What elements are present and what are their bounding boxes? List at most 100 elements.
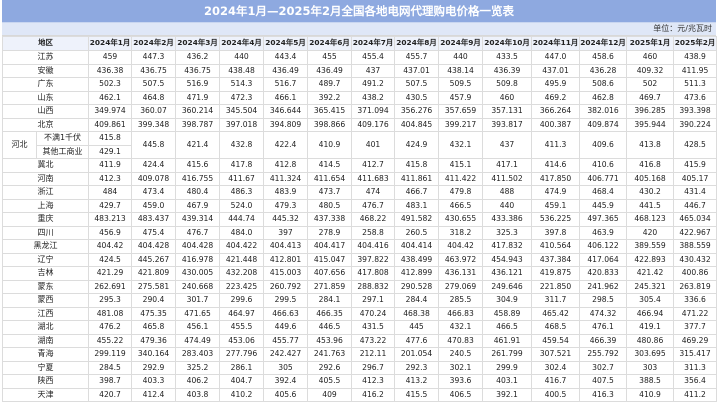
price-cell: 491.582 (394, 212, 440, 227)
price-cell: 474.32 (579, 306, 628, 321)
price-cell: 430.005 (175, 266, 221, 281)
table-row: 北京 409.861 399.348 398.787 397.018 394.809 398… (1, 117, 718, 132)
price-cell: 397.822 (351, 252, 396, 267)
price-cell: 396.285 (626, 104, 675, 119)
price-cell: 405.6 (263, 387, 309, 402)
price-cell: 263.819 (673, 279, 718, 294)
region-cell: 辽宁 (1, 252, 90, 267)
price-cell: 469.29 (673, 333, 718, 348)
price-cell: 417.808 (351, 266, 396, 281)
price-cell: 468.123 (626, 212, 675, 227)
price-cell: 299.5 (263, 293, 309, 308)
price-cell: 415.003 (263, 266, 309, 281)
price-cell: 404.42 (438, 239, 484, 254)
price-cell: 507.5 (394, 77, 440, 92)
header-month: 2024年7月 (351, 36, 396, 51)
price-cell: 461.91 (482, 333, 533, 348)
price-cell: 401 (351, 131, 396, 159)
price-cell: 340.164 (131, 347, 177, 362)
region-cell: 湖北 (1, 320, 90, 335)
price-cell: 242.427 (263, 347, 309, 362)
price-cell: 336.6 (673, 293, 718, 308)
price-cell: 472.3 (219, 90, 265, 105)
region-cell: 吉林 (1, 266, 90, 281)
price-cell: 260.792 (263, 279, 309, 294)
table-row: 河南 412.3 409.078 416.755 411.67 411.324 411.65… (1, 171, 718, 186)
header-region: 地区 (1, 36, 90, 51)
price-cell: 413.2 (394, 374, 440, 389)
price-cell: 258.8 (351, 225, 396, 240)
price-cell: 416.2 (351, 387, 396, 402)
price-cell: 422.967 (673, 225, 718, 240)
price-cell: 412.899 (394, 266, 440, 281)
price-cell: 475.4 (131, 225, 177, 240)
price-cell: 410.2 (219, 387, 265, 402)
region-cell: 江西 (1, 306, 90, 321)
table-row: 山西 349.974 360.07 360.214 345.504 346.644 365.… (1, 104, 718, 119)
price-cell: 459 (88, 50, 133, 65)
price-cell: 388.5 (626, 374, 675, 389)
price-cell: 409.078 (131, 171, 177, 186)
price-cell: 409 (307, 387, 353, 402)
price-cell: 470.83 (438, 333, 484, 348)
price-cell: 424.5 (88, 252, 133, 267)
table-row: 辽宁 424.5 445.267 416.978 421.448 412.801 415.0… (1, 252, 718, 267)
price-cell: 389.559 (626, 239, 675, 254)
price-cell: 416.8 (626, 158, 675, 173)
price-cell: 397.018 (219, 117, 265, 132)
price-cell: 290.4 (131, 293, 177, 308)
price-cell: 431.4 (673, 185, 718, 200)
price-cell: 371.094 (351, 104, 396, 119)
price-cell: 397 (263, 225, 309, 240)
header-month: 2024年2月 (131, 36, 177, 51)
price-cell: 471.22 (673, 306, 718, 321)
price-cell: 290.528 (394, 279, 440, 294)
price-cell: 357.131 (482, 104, 533, 119)
price-cell: 382.016 (579, 104, 628, 119)
price-cell: 296.7 (351, 360, 396, 375)
price-cell: 411.502 (482, 171, 533, 186)
price-cell: 388.559 (673, 239, 718, 254)
price-cell: 409.32 (626, 63, 675, 78)
price-cell: 303 (626, 360, 675, 375)
price-cell: 411.2 (673, 387, 718, 402)
region-cell: 青海 (1, 347, 90, 362)
price-cell: 484.0 (219, 225, 265, 240)
price-cell: 311.7 (531, 293, 581, 308)
price-cell: 392.2 (307, 90, 353, 105)
price-cell: 417.850 (531, 171, 581, 186)
price-cell: 436.2 (175, 50, 221, 65)
price-cell: 473.4 (131, 185, 177, 200)
price-cell: 411.861 (394, 171, 440, 186)
price-cell: 346.644 (263, 104, 309, 119)
header-month: 2024年6月 (307, 36, 353, 51)
price-cell: 436.75 (175, 63, 221, 78)
price-cell: 304.9 (482, 293, 533, 308)
price-cell: 410.564 (531, 239, 581, 254)
price-cell: 511.3 (673, 77, 718, 92)
table-row: 江西 481.08 475.35 471.65 464.97 466.63 466.35 47… (1, 306, 718, 321)
table-title: 2024年1月—2025年2月全国各地电网代理购电价格一览表 (2, 0, 716, 23)
price-cell: 466.39 (579, 333, 628, 348)
price-cell: 477.6 (394, 333, 440, 348)
price-cell: 403.3 (131, 374, 177, 389)
price-cell: 429.1 (88, 144, 133, 159)
price-cell: 415.6 (175, 158, 221, 173)
price-cell: 458.6 (579, 50, 628, 65)
price-cell: 404.413 (263, 239, 309, 254)
price-cell: 284.5 (88, 360, 133, 375)
price-cell: 514.3 (219, 77, 265, 92)
subregion-cell: 其他工商业 (35, 144, 90, 159)
price-cell: 221.850 (531, 279, 581, 294)
price-cell: 414.6 (531, 158, 581, 173)
price-cell: 406.2 (175, 374, 221, 389)
price-cell: 411.3 (531, 131, 581, 159)
subregion-cell: 不满1千伏 (35, 131, 90, 146)
price-cell: 299.6 (219, 293, 265, 308)
price-cell: 404.42 (88, 239, 133, 254)
price-cell: 432.208 (219, 266, 265, 281)
price-cell: 366.264 (531, 104, 581, 119)
price-cell: 398.866 (307, 117, 353, 132)
price-cell: 412.8 (263, 158, 309, 173)
price-cell: 483.9 (263, 185, 309, 200)
